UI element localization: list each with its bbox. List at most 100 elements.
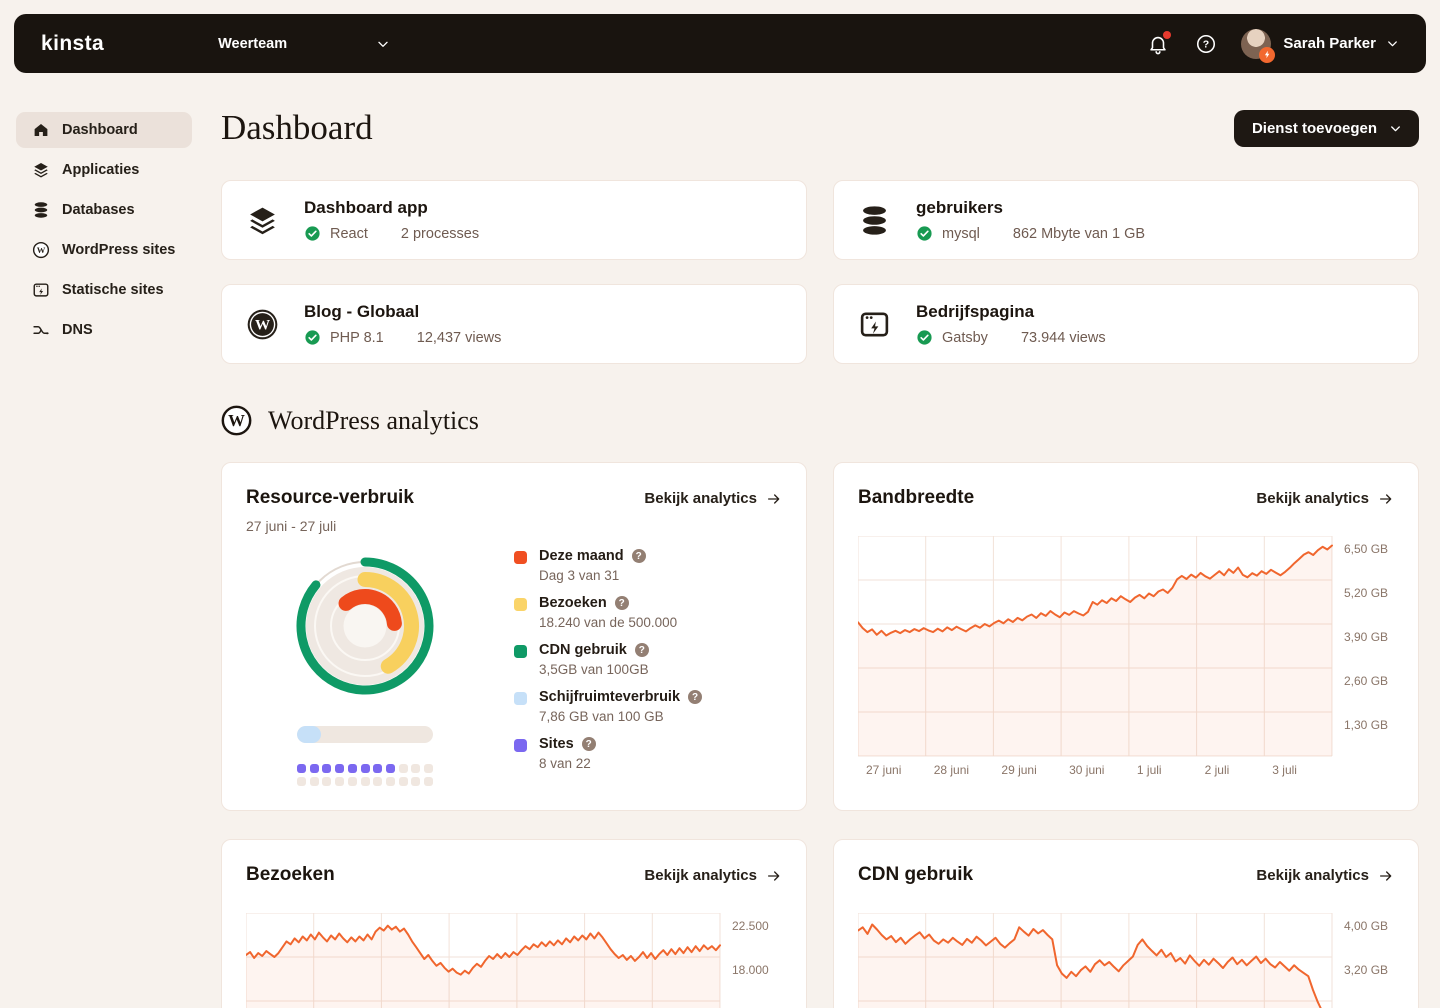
site-dot [347,764,357,773]
help-tooltip-icon[interactable]: ? [614,596,629,610]
database-icon [858,204,892,237]
site-dot [385,777,395,786]
page-header: Dashboard Dienst toevoegen [221,105,1419,151]
view-analytics-label: Bekijk analytics [644,867,757,884]
view-analytics-label: Bekijk analytics [1256,490,1369,507]
site-dot [322,764,332,773]
site-dot [423,764,433,773]
site-dot [385,764,395,773]
view-analytics-link[interactable]: Bekijk analytics [1256,490,1394,507]
legend-item-sites: Sites? 8 van 22 [514,736,782,771]
svg-text:W: W [255,317,270,333]
legend-label: Sites [539,736,574,752]
legend-swatch [514,551,527,564]
disk-usage-progress-fill [297,726,321,743]
add-service-button[interactable]: Dienst toevoegen [1233,109,1419,147]
visits-card: Bezoeken Bekijk analytics 22.500 18.000 [221,839,807,1008]
wordpress-solid-icon: W [246,308,280,341]
site-dot [373,764,383,773]
bandwidth-card: Bandbreedte Bekijk analytics 6,50 GB 5,20… [833,462,1419,811]
svg-text:30 juni: 30 juni [1069,763,1104,777]
database-icon [32,201,50,219]
cdn-usage-chart: 4,00 GB 3,20 GB [858,913,1394,1008]
svg-text:3,20 GB: 3,20 GB [1344,963,1388,977]
sidebar-item-label: Databases [62,202,135,218]
svg-text:3 juli: 3 juli [1272,763,1297,777]
layers-icon [32,161,50,179]
legend-swatch [514,645,527,658]
svg-text:27 juni: 27 juni [866,763,901,777]
section-title: WordPress analytics [268,405,479,435]
site-dot [360,777,370,786]
service-card-blog-globaal[interactable]: W Blog - Globaal PHP 8.1 12,437 views [221,284,807,364]
service-card-bedrijfspagina[interactable]: Bedrijfspagina Gatsby 73.944 views [833,284,1419,364]
service-name: Blog - Globaal [304,302,420,321]
legend-swatch [514,692,527,705]
sidebar-item-applicaties[interactable]: Applicaties [16,152,192,188]
service-card-gebruikers[interactable]: gebruikers mysql 862 Mbyte van 1 GB [833,180,1419,260]
sidebar-item-label: Dashboard [62,122,138,138]
layers-icon [246,204,280,237]
legend-value: Dag 3 van 31 [539,568,620,583]
svg-text:3,90 GB: 3,90 GB [1344,630,1388,644]
site-dot [411,777,421,786]
svg-text:29 juni: 29 juni [1001,763,1036,777]
notifications-bell-icon[interactable] [1147,30,1172,55]
user-menu[interactable]: Sarah Parker [1241,28,1400,63]
view-analytics-link[interactable]: Bekijk analytics [644,490,782,507]
help-tooltip-icon[interactable]: ? [631,549,646,563]
sidebar-item-statische-sites[interactable]: Statische sites [16,272,192,308]
service-name: gebruikers [916,198,1003,217]
sidebar-item-databases[interactable]: Databases [16,192,192,228]
sidebar-item-label: WordPress sites [62,242,176,258]
sidebar-item-dns[interactable]: DNS [16,312,192,348]
visits-chart: 22.500 18.000 [246,913,782,1008]
site-dot [309,777,319,786]
svg-text:W: W [228,411,245,430]
cdn-usage-card: CDN gebruik Bekijk analytics 4,00 GB 3,20… [833,839,1419,1008]
service-detail: 12,437 views [416,329,502,346]
arrow-right-icon [1380,493,1392,504]
company-switcher[interactable]: Weerteam [218,36,391,52]
service-status: PHP 8.1 [330,329,384,346]
site-dot [297,777,307,786]
kinsta-logo[interactable]: kinsta [41,31,105,55]
service-status: mysql [942,225,980,242]
svg-text:W: W [37,245,46,255]
svg-text:1 juli: 1 juli [1137,763,1162,777]
legend-label: Deze maand [539,548,624,564]
resource-donut-chart [296,557,434,695]
view-analytics-link[interactable]: Bekijk analytics [1256,867,1394,884]
legend-value: 18.240 van de 500.000 [539,615,678,630]
status-ok-icon [916,225,933,242]
service-status: React [330,225,368,242]
legend-label: Bezoeken [539,595,607,611]
notification-dot [1163,30,1172,39]
view-analytics-label: Bekijk analytics [1256,867,1369,884]
legend-label: CDN gebruik [539,642,627,658]
help-tooltip-icon[interactable]: ? [688,690,703,704]
svg-text:5,20 GB: 5,20 GB [1344,586,1388,600]
card-title: CDN gebruik [858,864,974,885]
svg-text:6,50 GB: 6,50 GB [1344,542,1388,556]
legend-item-cdn-gebruik: CDN gebruik? 3,5GB van 100GB [514,642,782,677]
legend-value: 7,86 GB van 100 GB [539,709,664,724]
help-tooltip-icon[interactable]: ? [581,737,596,751]
services-grid: Dashboard app React 2 processes gebruikers m… [221,180,1419,364]
sidebar-item-dashboard[interactable]: Dashboard [16,112,192,148]
service-card-dashboard-app[interactable]: Dashboard app React 2 processes [221,180,807,260]
sidebar-item-wordpress-sites[interactable]: W WordPress sites [16,232,192,268]
svg-text:1,30 GB: 1,30 GB [1344,718,1388,732]
chevron-down-icon [375,36,391,52]
sidebar-item-label: Statische sites [62,282,164,298]
status-ok-icon [916,329,933,346]
status-ok-icon [304,225,321,242]
help-tooltip-icon[interactable]: ? [634,643,649,657]
svg-text:2 juli: 2 juli [1205,763,1230,777]
help-icon[interactable]: ? [1195,33,1217,55]
avatar [1241,28,1276,63]
svg-text:28 juni: 28 juni [934,763,969,777]
resource-usage-legend: Deze maand? Dag 3 van 31 Bezoeken? 18.240 v… [450,536,782,786]
view-analytics-link[interactable]: Bekijk analytics [644,867,782,884]
card-title: Resource-verbruik [246,487,414,508]
